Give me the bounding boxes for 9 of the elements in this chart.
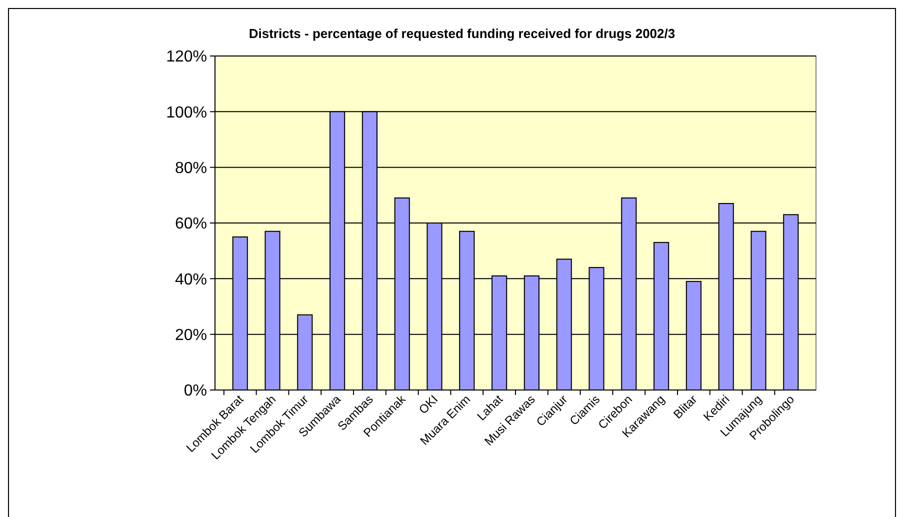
y-tick-label: 80% bbox=[174, 160, 207, 177]
y-tick-label: 0% bbox=[184, 382, 207, 400]
y-tick-label: 60% bbox=[174, 216, 207, 233]
x-tick-label: OKI bbox=[416, 392, 441, 417]
y-tick-label: 20% bbox=[174, 326, 207, 344]
y-tick-label: 100% bbox=[166, 104, 207, 122]
chart-title: Districts - percentage of requested funding received for drugs 2002/3 bbox=[248, 26, 676, 41]
y-tick-label: 40% bbox=[174, 271, 207, 288]
y-tick-label: 120% bbox=[166, 48, 207, 66]
